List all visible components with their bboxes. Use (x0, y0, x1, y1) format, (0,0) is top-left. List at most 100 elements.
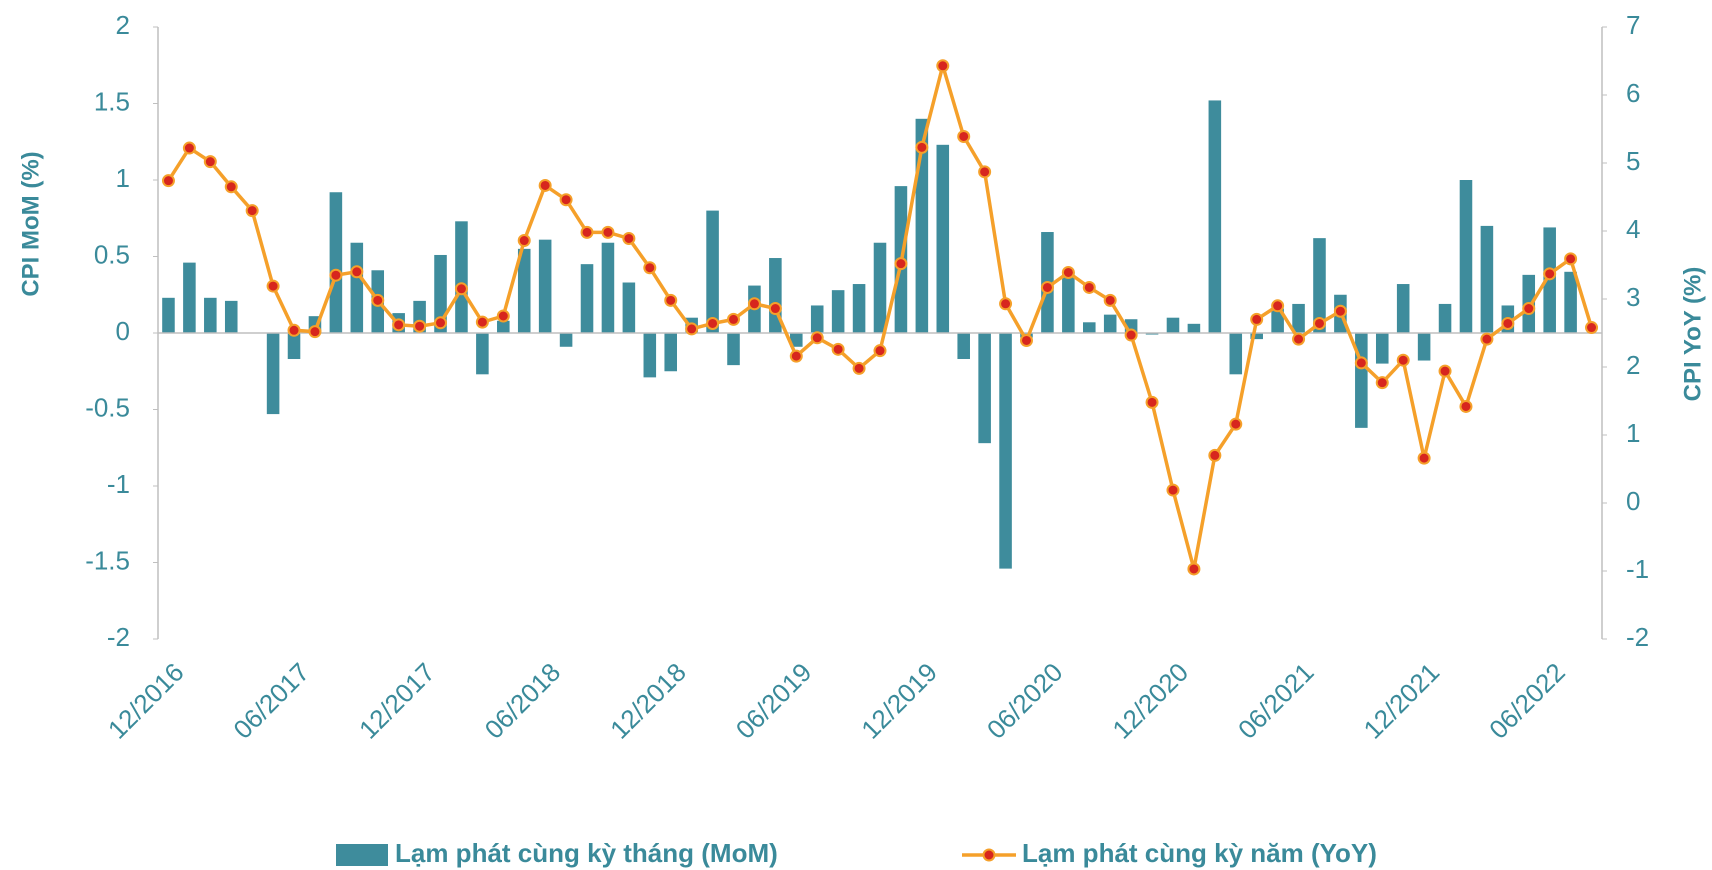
line-marker (789, 349, 803, 363)
line-marker (706, 316, 720, 330)
line-marker (475, 315, 489, 329)
line-marker (1564, 252, 1578, 266)
line-marker (873, 344, 887, 358)
bar (1292, 303, 1305, 333)
line-marker (1585, 321, 1599, 335)
line-marker (747, 297, 761, 311)
line-marker (894, 257, 908, 271)
line-marker (371, 293, 385, 307)
line-marker (350, 265, 364, 279)
bar (664, 333, 678, 372)
line-marker (1459, 399, 1473, 413)
bar (1438, 303, 1452, 333)
bar (434, 254, 447, 333)
x-tick-label: 12/2019 (855, 657, 943, 745)
bar (727, 333, 740, 366)
y-tick-label: -0.5 (85, 392, 130, 422)
line-marker (1061, 265, 1075, 279)
y2-tick-label: 4 (1626, 214, 1640, 244)
bar (1271, 308, 1284, 333)
bar (329, 192, 343, 333)
bar (1062, 271, 1075, 333)
bar (1417, 333, 1431, 361)
legend-label: Lạm phát cùng kỳ tháng (MoM) (395, 838, 778, 868)
line-marker (559, 193, 573, 207)
line-marker (664, 293, 678, 307)
x-tick-label: 12/2020 (1106, 657, 1194, 745)
bar (873, 242, 887, 333)
line-marker (413, 319, 427, 333)
line-marker (1229, 417, 1243, 431)
bar (1375, 333, 1389, 364)
line-marker (203, 155, 217, 169)
bar (476, 333, 489, 375)
bar (936, 144, 950, 333)
bar (1564, 271, 1577, 333)
y2-tick-label: 0 (1626, 486, 1640, 516)
bar (287, 333, 301, 360)
bar (790, 333, 803, 347)
legend-swatch (982, 848, 996, 862)
line-marker (1522, 302, 1536, 316)
bar (580, 264, 594, 333)
line-marker (957, 129, 971, 143)
y-axis-title: CPI MoM (%) (17, 151, 44, 296)
line-marker (1082, 280, 1096, 294)
bar (1187, 323, 1201, 333)
bar (1313, 238, 1326, 333)
bar (706, 210, 719, 333)
bar (1208, 100, 1222, 333)
y-tick-label: -1 (107, 469, 130, 499)
line-marker (915, 140, 929, 154)
bar (1229, 333, 1243, 375)
line-marker (1103, 293, 1117, 307)
bar (978, 333, 991, 444)
line-marker (852, 361, 866, 375)
line-marker (1250, 312, 1264, 326)
line-marker (1208, 448, 1222, 462)
bar (204, 297, 217, 333)
line-marker (1333, 304, 1347, 318)
line-marker (978, 165, 992, 179)
bar (517, 248, 531, 333)
line-marker (1480, 332, 1494, 346)
line-marker (727, 312, 741, 326)
y-tick-label: 1 (116, 163, 130, 193)
line-marker (454, 282, 468, 296)
line-marker (287, 323, 301, 337)
line-marker (161, 174, 175, 188)
bar (1459, 180, 1473, 333)
line-marker (1166, 483, 1180, 497)
y2-tick-label: 2 (1626, 350, 1640, 380)
y2-tick-label: 6 (1626, 78, 1640, 108)
y-tick-label: -2 (107, 622, 130, 652)
line-marker (224, 180, 238, 194)
y2-axis-title: CPI YoY (%) (1679, 267, 1706, 402)
bar (999, 333, 1012, 569)
y-tick-label: 2 (116, 10, 130, 40)
line-marker (538, 178, 552, 192)
x-tick-label: 12/2016 (102, 657, 190, 745)
bar (1396, 284, 1410, 333)
line-marker (643, 261, 657, 275)
bar (1103, 314, 1117, 333)
line-marker (329, 268, 343, 282)
x-tick-label: 06/2018 (479, 657, 567, 745)
line-marker (245, 204, 259, 218)
x-tick-label: 12/2017 (353, 657, 441, 745)
line-marker (308, 325, 322, 339)
bar (1250, 333, 1263, 340)
bar (559, 333, 573, 347)
y2-tick-label: 7 (1626, 10, 1640, 40)
line-marker (1019, 333, 1033, 347)
line-marker (1292, 332, 1306, 346)
bar (831, 290, 845, 333)
bar (497, 320, 510, 333)
line-marker (1124, 328, 1138, 342)
legend-swatch (336, 844, 388, 866)
legend-label: Lạm phát cùng kỳ năm (YoY) (1022, 838, 1377, 868)
line-marker (1040, 280, 1054, 294)
line-marker (999, 297, 1013, 311)
line-marker (1438, 364, 1452, 378)
